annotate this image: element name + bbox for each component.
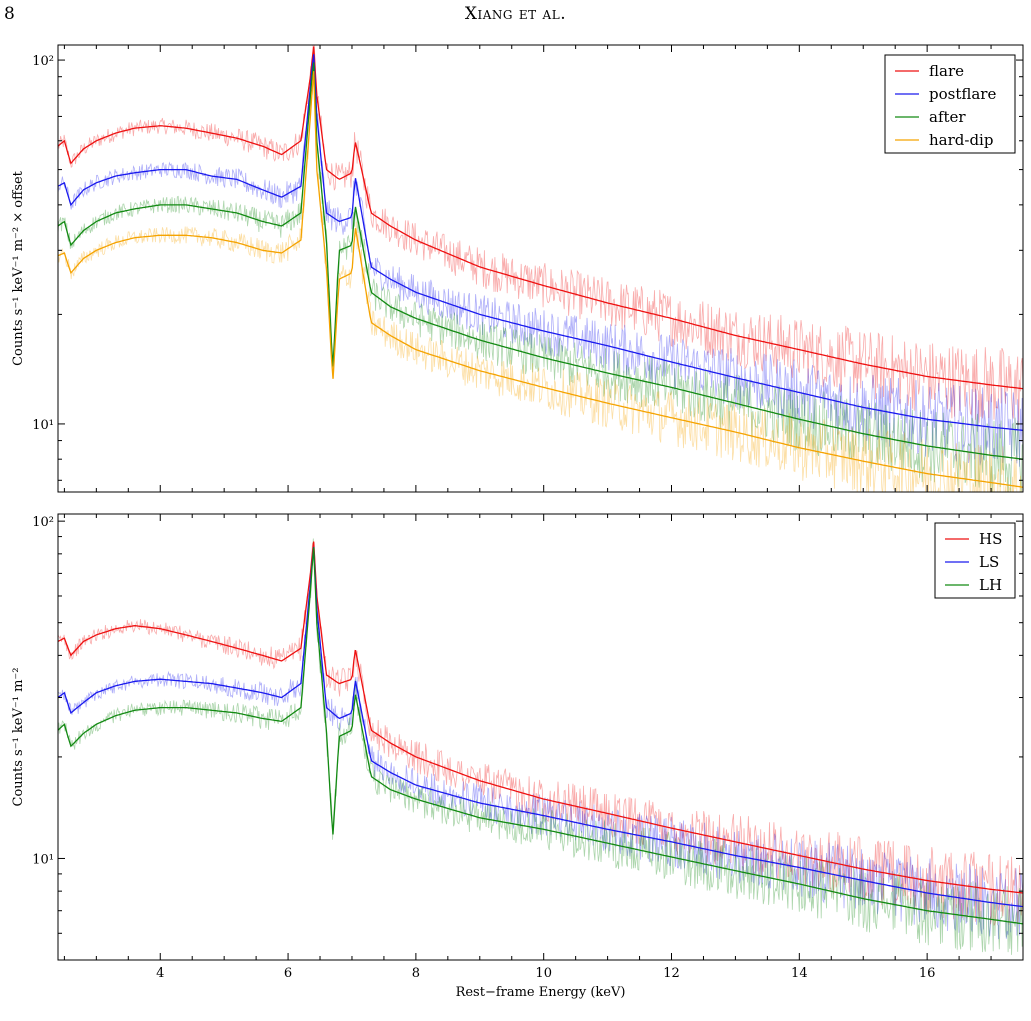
plot-area — [58, 538, 1023, 955]
series-line-HS — [58, 541, 1023, 894]
legend-entry-postflare: postflare — [929, 85, 996, 103]
legend: flare postflare after hard-dip — [884, 54, 1016, 154]
y-axis-label: Counts s⁻¹ keV⁻¹ m⁻² × offset — [11, 170, 26, 366]
y-axis-label: Counts s⁻¹ keV⁻¹ m⁻² — [11, 668, 26, 807]
legend-entry-LS: LS — [979, 553, 999, 571]
series-data-hard-dip — [58, 80, 1023, 492]
series-line-LS — [58, 546, 1023, 908]
plot-frame — [57, 513, 1024, 961]
page-number: 8 — [4, 4, 15, 24]
x-tick-label: 8 — [412, 966, 420, 981]
series-data-HS — [58, 540, 1023, 926]
series-data-flare — [58, 45, 1023, 426]
plot-frame — [57, 44, 1024, 493]
x-tick-label: 10 — [535, 966, 552, 981]
series-data-LS — [58, 544, 1023, 940]
chart-panel-1: 10¹ 10² Counts s⁻¹ keV⁻¹ m⁻² × offset flare… — [11, 44, 1024, 493]
x-tick-label: 14 — [791, 966, 808, 981]
legend: HS LS LH — [934, 522, 1016, 599]
legend-entry-after: after — [929, 108, 966, 126]
chart-panel-2: 4 6 8 10 12 14 16 10¹ 10² Counts s⁻¹ keV⁻¹ m⁻² Res… — [11, 513, 1024, 1000]
y-tick-label: 10² — [32, 54, 54, 69]
y-tick-label: 10¹ — [32, 852, 54, 867]
running-head: Xiang et al. — [464, 4, 567, 24]
series-data-postflare — [58, 50, 1023, 467]
legend-entry-LH: LH — [979, 576, 1002, 594]
x-tick-label: 6 — [284, 966, 292, 981]
x-tick-label: 16 — [919, 966, 936, 981]
series-line-postflare — [58, 54, 1023, 432]
series-line-hard-dip — [58, 71, 1023, 488]
series-data-after — [58, 69, 1023, 492]
x-tick-label: 4 — [156, 966, 164, 981]
y-tick-label: 10¹ — [32, 418, 54, 433]
legend-entry-flare: flare — [929, 62, 964, 80]
y-tick-label: 10² — [32, 515, 54, 530]
series-data-LH — [58, 538, 1023, 955]
series-line-flare — [58, 46, 1023, 390]
series-line-LH — [58, 547, 1023, 925]
plot-area — [58, 45, 1023, 492]
legend-entry-hard-dip: hard-dip — [929, 131, 993, 149]
series-line-after — [58, 62, 1023, 460]
x-axis-label: Rest−frame Energy (keV) — [456, 985, 626, 1000]
legend-entry-HS: HS — [979, 530, 1002, 548]
x-tick-label: 12 — [663, 966, 680, 981]
